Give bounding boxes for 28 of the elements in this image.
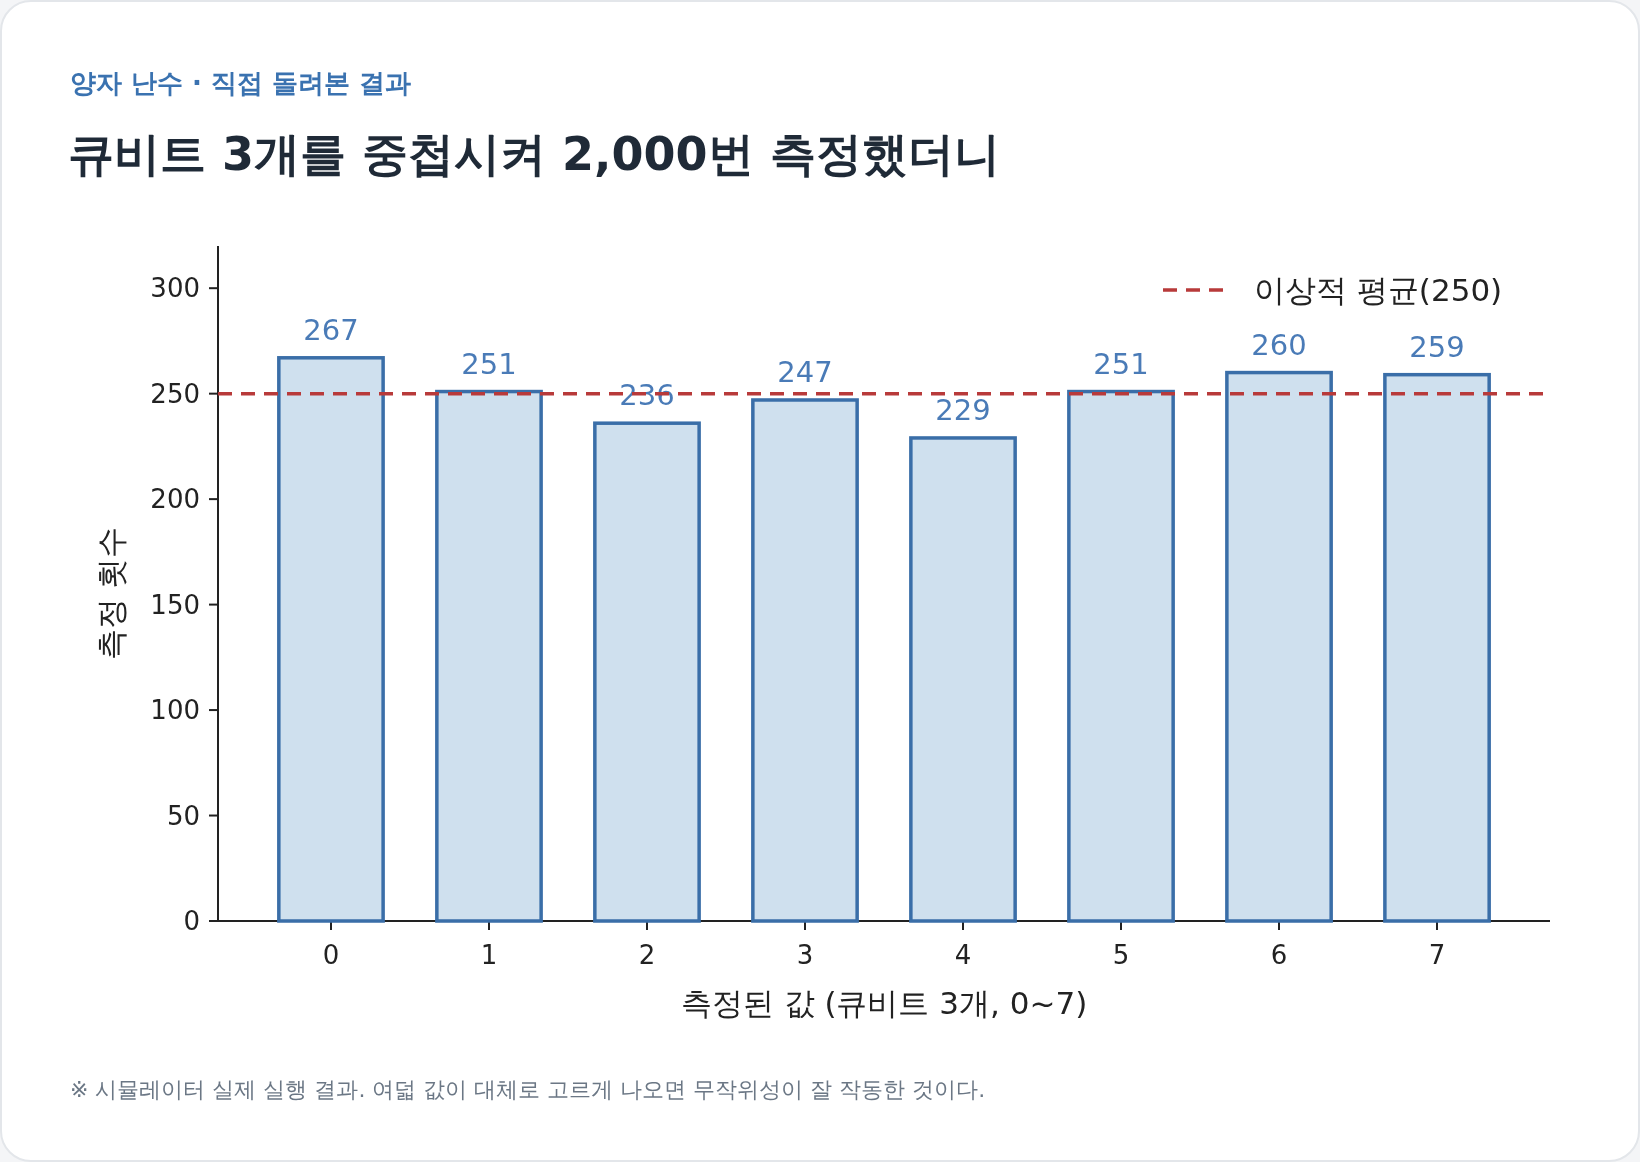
x-tick-label: 7 <box>1428 940 1446 970</box>
x-tick-label: 3 <box>796 940 814 970</box>
y-tick-label: 100 <box>150 695 200 726</box>
legend-label: 이상적 평균(250) <box>1254 272 1503 308</box>
y-tick-label: 300 <box>150 273 200 304</box>
data-label: 259 <box>1409 329 1465 364</box>
y-tick-label: 250 <box>150 378 200 409</box>
y-tick-label: 50 <box>166 800 200 831</box>
y-tick-label: 200 <box>150 484 200 515</box>
data-label: 267 <box>303 312 359 347</box>
x-axis-title: 측정된 값 (큐비트 3개, 0~7) <box>680 985 1088 1021</box>
y-axis-title: 측정 횟수 <box>93 526 129 661</box>
y-tick-label: 150 <box>150 589 200 620</box>
x-tick-label: 6 <box>1270 940 1288 970</box>
data-label: 251 <box>1093 346 1149 381</box>
text: ※ 시뮬레이터 실제 실행 결과. 여덟 값이 대체로 고르게 나오면 무작위성이 잘 작동한 것이다. <box>70 1077 986 1102</box>
chart-title: 큐비트 3개를 중첩시켜 2,000번 측정했더니 <box>68 127 1000 181</box>
x-tick-label: 4 <box>954 940 972 970</box>
x-tick-label: 0 <box>322 940 340 970</box>
data-label: 229 <box>935 392 991 427</box>
chart-subtitle: 양자 난수 · 직접 돌려본 결과 <box>70 68 412 98</box>
data-label: 251 <box>461 346 517 381</box>
y-tick-label: 0 <box>183 906 200 936</box>
data-label: 260 <box>1251 327 1307 362</box>
data-label: 247 <box>777 354 833 389</box>
x-tick-label: 2 <box>638 940 656 970</box>
x-tick-label: 5 <box>1112 940 1130 970</box>
x-tick-label: 1 <box>480 940 498 970</box>
